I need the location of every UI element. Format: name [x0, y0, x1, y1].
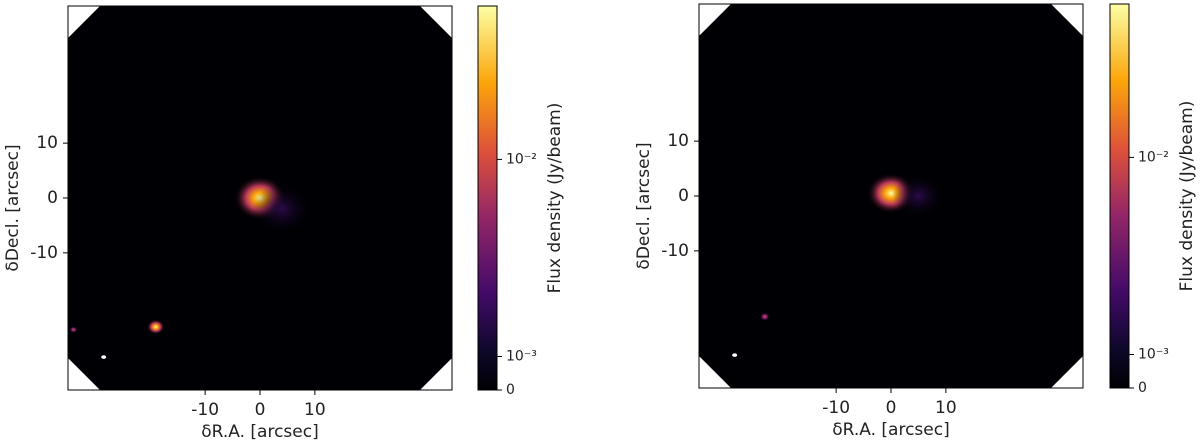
y-tick-label: 0 [47, 188, 58, 208]
x-tick-label: 10 [304, 400, 326, 420]
y-axis-label: δDecl. [arcsec] [3, 144, 23, 271]
x-tick-label: 0 [886, 398, 897, 418]
colorbar-tick-label: 10⁻³ [506, 349, 537, 365]
y-axis-label: δDecl. [arcsec] [634, 142, 654, 269]
colorbar-label: Flux density (Jy/beam) [545, 103, 565, 294]
x-axis-label: δR.A. [arcsec] [201, 422, 318, 442]
emission [759, 312, 770, 321]
y-tick-label: 10 [36, 133, 58, 153]
colorbar-tick-label: 10⁻³ [1138, 347, 1169, 363]
x-tick-label: 10 [935, 398, 957, 418]
beam [732, 353, 738, 357]
x-tick-label: -10 [191, 400, 219, 420]
colorbar-tick-label: 10⁻² [1138, 149, 1169, 165]
beam [101, 355, 107, 359]
y-tick-label: 10 [667, 131, 689, 151]
colorbar-tick-label: 10⁻² [506, 151, 537, 167]
y-tick-label: 0 [678, 186, 689, 206]
x-axis-label: δR.A. [arcsec] [832, 420, 949, 440]
colorbar-tick-label: 0 [1138, 380, 1147, 396]
x-tick-label: -10 [822, 398, 850, 418]
colorbar [477, 5, 498, 391]
colorbar-tick-label: 0 [506, 382, 515, 398]
colorbar [1109, 3, 1130, 389]
x-tick-label: 0 [255, 400, 266, 420]
emission [892, 173, 945, 219]
emission [251, 183, 312, 235]
y-tick-label: -10 [30, 243, 58, 263]
emission [69, 326, 78, 334]
emission [146, 319, 165, 335]
y-tick-label: -10 [661, 241, 689, 261]
colorbar-label: Flux density (Jy/beam) [1177, 101, 1197, 292]
